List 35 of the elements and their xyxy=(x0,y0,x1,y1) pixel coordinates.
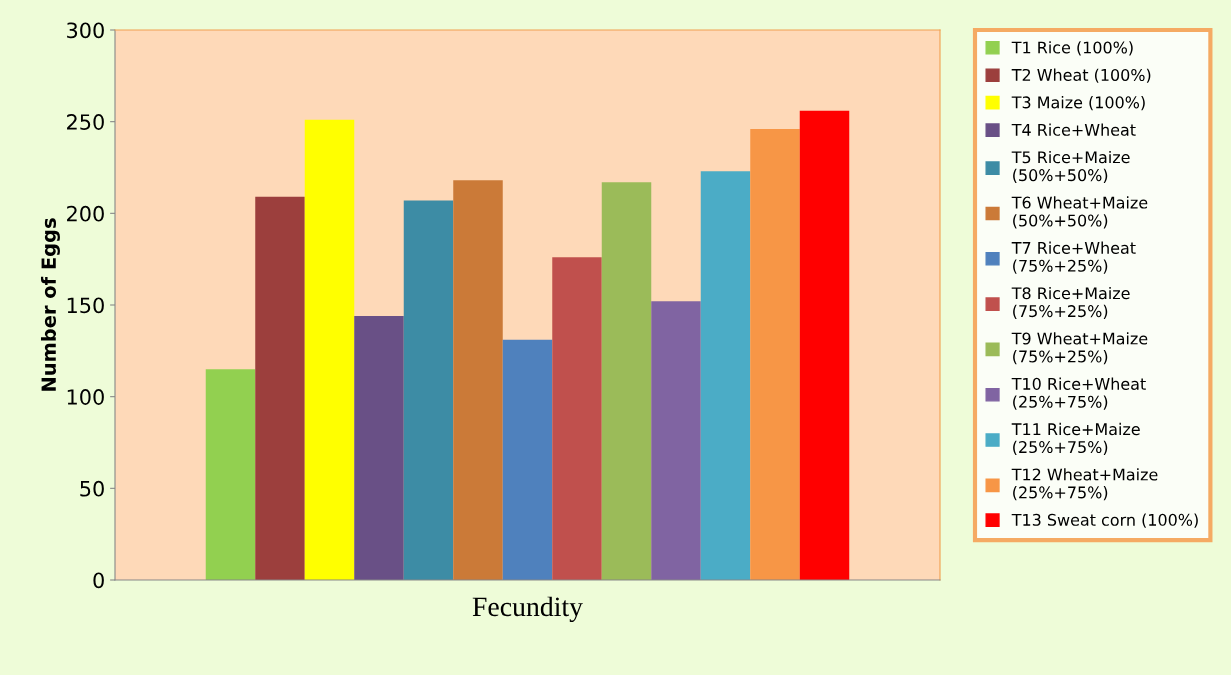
legend-label: T13 Sweat corn (100%) xyxy=(1011,513,1198,528)
legend-label: T6 Wheat+Maize (50%+50%) xyxy=(1011,196,1148,229)
bar xyxy=(700,171,751,580)
legend-label: T11 Rice+Maize (25%+75%) xyxy=(1011,422,1140,455)
bar xyxy=(502,339,553,580)
bar xyxy=(403,200,454,580)
legend-label: T7 Rice+Wheat (75%+25%) xyxy=(1011,241,1136,274)
y-tick-label: 250 xyxy=(67,114,104,130)
bar xyxy=(255,196,305,580)
bar xyxy=(453,180,503,580)
y-tick-label: 200 xyxy=(67,205,104,222)
legend-label: T8 Rice+Maize (75%+25%) xyxy=(1011,286,1130,320)
y-tick-label: 150 xyxy=(67,297,104,314)
legend-label: T1 Rice (100%) xyxy=(1011,41,1133,56)
bar xyxy=(799,110,850,580)
y-axis-title: Number of Eggs xyxy=(40,218,60,391)
legend-label: T10 Rice+Wheat (25%+75%) xyxy=(1011,377,1146,410)
bar xyxy=(304,119,355,580)
x-tick-label: Fecundity xyxy=(472,596,583,622)
bar xyxy=(205,369,256,580)
bar xyxy=(354,316,404,580)
legend-label: T4 Rice+Wheat xyxy=(1011,123,1136,136)
y-tick-label: 300 xyxy=(67,22,104,39)
y-tick-label: 100 xyxy=(67,389,104,405)
bar xyxy=(601,182,652,580)
y-tick-label: 0 xyxy=(93,572,104,589)
legend-label: T2 Wheat (100%) xyxy=(1011,68,1151,83)
bar xyxy=(750,129,800,580)
legend-label: T3 Maize (100%) xyxy=(1011,96,1145,111)
legend-label: T12 Wheat+Maize (25%+75%) xyxy=(1011,468,1158,501)
legend-label: T5 Rice+Maize (50%+50%) xyxy=(1011,150,1130,184)
bar xyxy=(552,257,602,580)
y-tick-label: 50 xyxy=(80,480,104,497)
bar xyxy=(651,301,701,580)
legend-label: T9 Wheat+Maize (75%+25%) xyxy=(1011,332,1148,365)
